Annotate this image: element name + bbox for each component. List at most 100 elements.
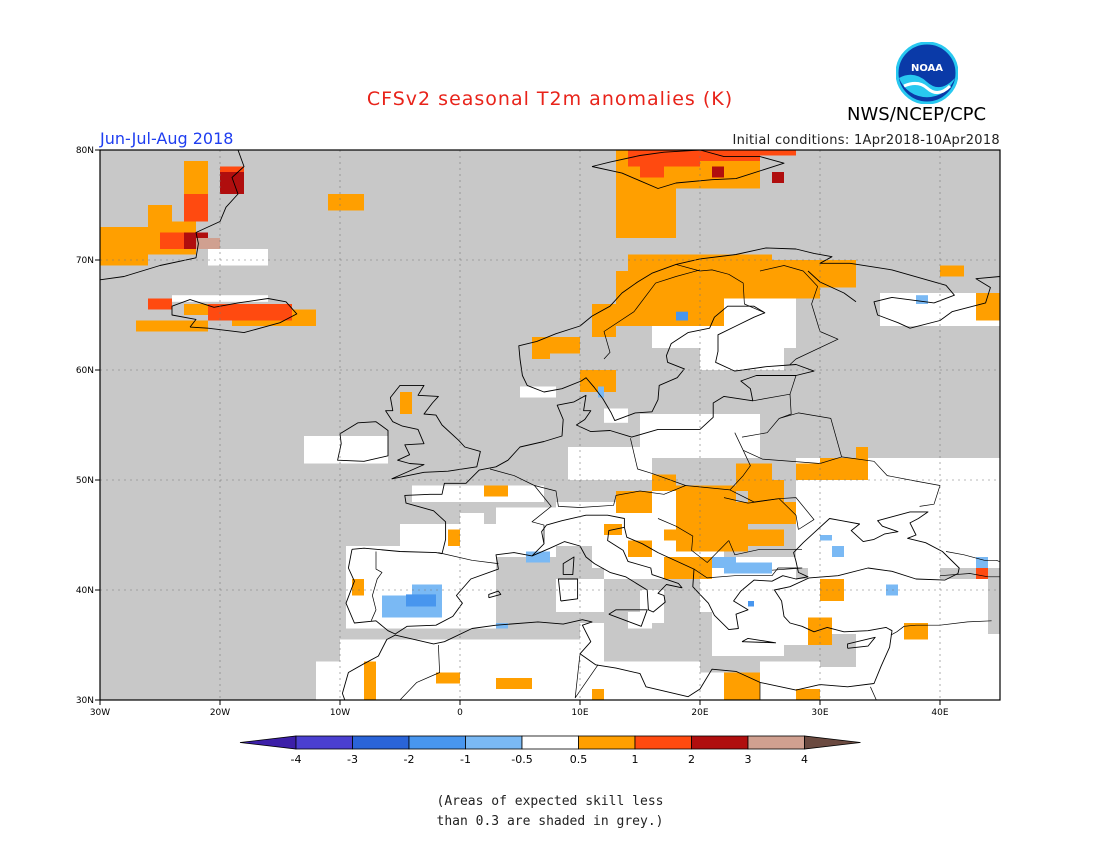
anomaly-cell-1-2 xyxy=(148,298,172,310)
coastline xyxy=(591,150,785,189)
country-border xyxy=(870,686,877,700)
lon-tick-label: 10W xyxy=(330,708,350,718)
lat-tick-label: 60N xyxy=(76,366,94,376)
anomaly-cell-0.5-1 xyxy=(352,579,364,596)
anomaly-cell-0.5-1 xyxy=(856,447,868,458)
anomaly-cell-0.5-1 xyxy=(736,529,784,546)
anomaly-cell-0.5-1 xyxy=(940,265,964,277)
country-border xyxy=(728,540,802,556)
anomaly-cell-minus-0.5-minus-1 xyxy=(526,551,550,563)
anomaly-cell-0.5-1 xyxy=(328,194,364,211)
country-border xyxy=(984,559,1000,563)
anomaly-cell-0.5-1 xyxy=(796,689,820,700)
lon-tick-label: 0 xyxy=(457,708,463,718)
country-border xyxy=(370,551,383,621)
colorbar-label: -0.5 xyxy=(511,753,532,766)
colorbar-label: -3 xyxy=(347,753,358,766)
anomaly-cell-minus-0.5-minus-1 xyxy=(724,562,772,574)
anomaly-cell-minus-0.5-minus-1 xyxy=(916,295,928,304)
lon-tick-label: 20W xyxy=(210,708,230,718)
colorbar-swatch xyxy=(352,735,410,750)
coastline xyxy=(351,247,1000,555)
country-border xyxy=(603,269,701,360)
country-border xyxy=(693,567,796,579)
neutral-cell xyxy=(760,661,820,678)
colorbar-swatch xyxy=(691,735,749,750)
anomaly-cell-0.5-1 xyxy=(628,540,652,557)
anomaly-cell-minus-0.5-minus-1 xyxy=(712,557,736,568)
country-border xyxy=(789,375,797,395)
anomaly-cell-1-2 xyxy=(976,568,988,579)
agency-label: NWS/NCEP/CPC xyxy=(847,104,987,125)
lat-tick-label: 30N xyxy=(76,696,94,706)
neutral-cell xyxy=(520,386,556,398)
colorbar-swatch xyxy=(521,735,579,750)
anomaly-cell-0.5-1 xyxy=(532,342,550,359)
lat-tick-label: 80N xyxy=(76,146,94,156)
anomaly-cell-0.5-1 xyxy=(400,392,412,414)
anomaly-cell-minus-1-minus-2 xyxy=(676,311,688,321)
coastline xyxy=(488,590,502,599)
initial-conditions-label: Initial conditions: 1Apr2018-10Apr2018 xyxy=(732,133,1000,148)
country-border xyxy=(939,573,1000,578)
country-border xyxy=(489,468,552,544)
coastline xyxy=(807,270,857,303)
map-frame xyxy=(99,149,1001,701)
anomaly-cell-0.5-1 xyxy=(136,320,208,332)
coastline xyxy=(608,609,648,627)
lon-tick-label: 10E xyxy=(571,708,588,718)
neutral-cell xyxy=(580,623,604,667)
neutral-cell xyxy=(316,661,400,700)
colorbar-legend: -4 -3 -2 -1 -0.5 0.5 1 2 3 4 xyxy=(239,735,861,766)
skill-footnote: (Areas of expected skill less than 0.3 a… xyxy=(0,792,1100,832)
lat-tick-label: 70N xyxy=(76,256,94,266)
anomaly-cell-1-2 xyxy=(184,194,208,222)
anomaly-cell-2-3 xyxy=(772,172,784,183)
neutral-cell xyxy=(820,667,1000,700)
country-border xyxy=(890,626,905,636)
season-label: Jun-Jul-Aug 2018 xyxy=(100,129,234,148)
neutral-cell xyxy=(568,447,652,480)
svg-text:NOAA: NOAA xyxy=(911,63,943,74)
neutral-cell xyxy=(628,612,652,629)
map-title: CFSv2 seasonal T2m anomalies (K) xyxy=(366,88,734,110)
anomaly-cell-0.5-1 xyxy=(148,205,172,227)
anomaly-cell-1-2 xyxy=(700,150,760,161)
colorbar-swatch xyxy=(465,735,523,750)
colorbar-label: -2 xyxy=(404,753,415,766)
colorbar-label: 3 xyxy=(745,753,752,766)
anomaly-cell-0.5-1 xyxy=(724,672,760,700)
anomaly-cell-0.5-1 xyxy=(448,529,460,546)
neutral-cell xyxy=(748,634,808,645)
anomaly-cell-0.5-1 xyxy=(736,502,796,524)
anomaly-cell-0.5-1 xyxy=(484,485,508,497)
neutral-cell xyxy=(208,249,268,266)
colorbar-label: 4 xyxy=(801,753,808,766)
anomaly-cell-0.5-1 xyxy=(820,458,844,469)
coastline xyxy=(557,578,579,602)
lon-tick-label: 30E xyxy=(811,708,828,718)
colorbar-label: 1 xyxy=(632,753,639,766)
country-border xyxy=(399,644,440,700)
lon-tick-label: 40E xyxy=(931,708,948,718)
anomaly-cell-0.5-1 xyxy=(616,491,652,513)
colorbar-low-triangle xyxy=(239,735,297,750)
anomaly-cell-0.5-1 xyxy=(592,689,604,700)
anomaly-cell-0.5-1 xyxy=(760,282,820,299)
country-border xyxy=(741,393,792,438)
lat-tick-label: 50N xyxy=(76,476,94,486)
coastline xyxy=(337,421,389,462)
graticule xyxy=(100,150,1000,700)
coastline xyxy=(741,637,777,644)
colorbar-swatch xyxy=(295,735,353,750)
coastline xyxy=(847,636,876,649)
anomaly-cell-0.5-1 xyxy=(664,529,700,541)
country-border xyxy=(574,653,599,699)
neutral-cell xyxy=(604,408,628,423)
anomaly-cell-minus-1-minus-2 xyxy=(406,594,436,607)
anomaly-cell-3-4 xyxy=(196,238,220,249)
anomaly-cell-0.5-1 xyxy=(676,485,724,497)
country-border xyxy=(841,456,941,507)
neutral-anomaly-regions xyxy=(172,249,1000,700)
